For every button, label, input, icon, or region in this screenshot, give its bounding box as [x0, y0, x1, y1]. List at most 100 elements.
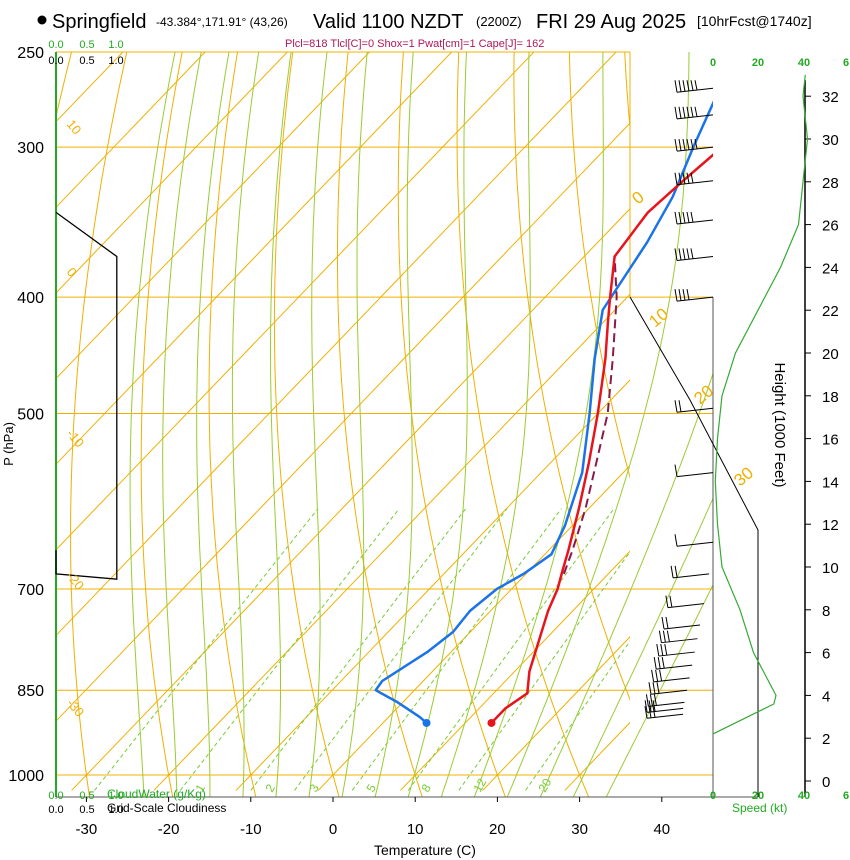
moist-adiabat-line	[231, 52, 260, 797]
mixing-ratio-line	[525, 640, 630, 791]
wind-barb	[665, 595, 704, 609]
x-tick-label: 40	[653, 821, 670, 838]
mixing-ratio-label: 12	[470, 776, 489, 795]
isotherm-line	[56, 52, 206, 209]
wind-barb-flag	[690, 80, 694, 91]
cloudwater-top-tick: 0.5	[79, 39, 94, 51]
wind-barb-flag	[674, 289, 678, 302]
wind-barb	[661, 616, 701, 630]
cloudwater-top-tick: 0.0	[48, 39, 63, 51]
wind-barb-shaft	[676, 472, 714, 478]
wind-barb-flag	[674, 211, 678, 225]
cloudiness-bottom-tick: 1.0	[108, 804, 123, 816]
x-tick-label: 30	[571, 821, 588, 838]
mixing-ratio-label: 2	[262, 781, 278, 794]
stability-indices: Plcl=818 Tlcl[C]=0 Shox=1 Pwat[cm]=1 Cap…	[285, 38, 544, 50]
dry-adiabat-line	[568, 52, 630, 479]
height-tick-label: 24	[822, 260, 839, 277]
wind-barb-flag	[662, 630, 666, 643]
dry-adiabat-line	[397, 52, 507, 797]
isotherm-line	[56, 52, 535, 551]
speed-top-tick: 40	[798, 57, 810, 69]
cloudwater-bottom-tick: 1.0	[108, 790, 123, 802]
dry-adiabat-label: 30	[730, 463, 757, 490]
height-tick-label: 28	[822, 175, 839, 192]
mixing-ratio-label: 20	[535, 776, 554, 795]
wind-barb-flag	[665, 595, 669, 608]
wind-barb-shaft	[676, 541, 714, 547]
height-tick-label: 20	[822, 346, 839, 363]
speed-bottom-tick: 6	[843, 790, 849, 802]
isotherm-line	[56, 52, 288, 294]
wind-barb-flag	[658, 630, 662, 643]
wind-barb-flag	[659, 669, 663, 682]
wind-barb-flag	[694, 138, 698, 149]
dry-adiabat-line	[70, 52, 128, 797]
wind-barb-flag	[678, 248, 682, 261]
height-tick-label: 14	[822, 474, 839, 491]
dry-adiabat-line	[788, 31, 850, 801]
isotherm-line	[482, 636, 630, 791]
wind-barb-shaft	[656, 664, 693, 670]
dry-adiabat-line	[337, 52, 423, 797]
wind-barb-flag	[656, 682, 660, 694]
station-dot-icon	[37, 15, 47, 25]
wind-barb-flag	[678, 400, 682, 412]
wind-barb	[651, 669, 690, 683]
speed-bottom-tick: 40	[798, 790, 810, 802]
wind-barb-shaft	[647, 707, 684, 713]
wind-barb-flag	[682, 289, 686, 301]
wind-barb	[656, 643, 695, 657]
isotherm-line	[153, 293, 630, 791]
wind-barb-flag	[678, 289, 682, 301]
wind-barb-flag	[678, 211, 682, 224]
wind-barb-flag	[686, 289, 690, 300]
wind-barb-flag	[674, 565, 678, 578]
wind-barb-flag	[660, 643, 664, 656]
x-tick-label: 0	[329, 821, 337, 838]
wind-barb-flag	[648, 682, 652, 695]
cloudwater-bottom-tick: 0.5	[79, 790, 94, 802]
wind-barb-flag	[686, 106, 690, 118]
isotherm-line	[317, 464, 630, 791]
wind-barb-shaft	[676, 180, 714, 186]
wind-barb	[674, 248, 714, 261]
wind-barb	[653, 657, 693, 670]
isotherm-line	[71, 208, 630, 791]
wind-barb-flag	[674, 80, 678, 93]
station-name: Springfield	[52, 11, 147, 33]
mixing-ratio-line	[407, 508, 615, 791]
wind-barb-shaft	[676, 219, 714, 225]
wind-barb	[674, 534, 714, 547]
wind-barb-flag	[686, 138, 690, 150]
isotherm-label: -10	[64, 426, 88, 450]
wind-barb-shaft	[676, 87, 714, 93]
moist-adiabat-line	[506, 52, 690, 797]
wind-barb-shaft	[653, 677, 690, 683]
wind-barb	[674, 138, 714, 152]
wind-barb-shaft	[663, 624, 701, 630]
forecast-label: [10hrFcst@1740z]	[697, 13, 812, 29]
cloudiness-bottom-tick: 0.5	[79, 804, 94, 816]
x-axis-title: Temperature (C)	[374, 842, 476, 858]
cloudiness-top-tick: 1.0	[108, 55, 123, 67]
wind-barb-flag	[652, 682, 656, 694]
dry-adiabat-line	[513, 52, 630, 701]
pressure-tick-label: 400	[17, 290, 44, 307]
mixing-ratio-label: 5	[363, 781, 379, 794]
height-tick-label: 16	[822, 432, 839, 449]
x-tick-label: -10	[240, 821, 262, 838]
wind-barb-shaft	[676, 407, 714, 413]
wind-barb-flag	[686, 248, 690, 260]
moist-adiabat-line	[572, 497, 713, 797]
x-tick-label: 20	[489, 821, 506, 838]
moist-adiabat-line	[270, 52, 292, 797]
wind-barb-shaft	[661, 638, 698, 644]
wind-barb-flag	[664, 643, 668, 656]
wind-barb-flag	[655, 669, 659, 682]
wind-barb-flag	[690, 248, 694, 259]
wind-barb-flag	[670, 565, 674, 578]
moist-adiabat-line	[374, 52, 414, 797]
